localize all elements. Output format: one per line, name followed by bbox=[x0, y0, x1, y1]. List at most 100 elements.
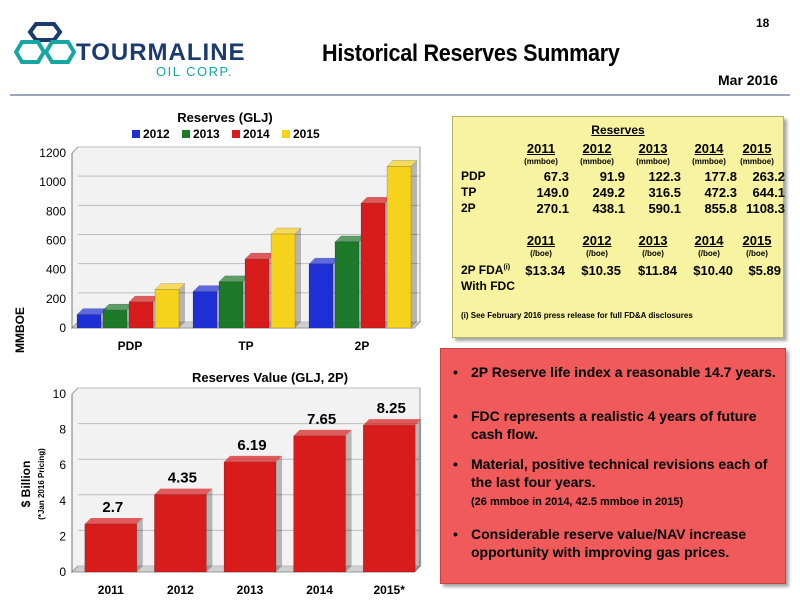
table-cell: 855.8 bbox=[704, 201, 737, 216]
value-bar bbox=[223, 455, 282, 573]
table-fda-year-header: 2011 bbox=[526, 233, 556, 248]
table-year-header: 2014 bbox=[694, 141, 724, 156]
table-cell: 438.1 bbox=[592, 201, 625, 216]
fda-label: 2P FDA(i) bbox=[461, 263, 511, 277]
table-row-label: PDP bbox=[461, 169, 486, 183]
table-unit: (mmboe) bbox=[580, 157, 614, 166]
reserves-y-tick-label: 800 bbox=[46, 204, 66, 218]
reserves-x-tick-label: TP bbox=[238, 339, 253, 353]
table-year-header: 2013 bbox=[638, 141, 668, 156]
reserves-chart-bars bbox=[76, 160, 418, 329]
value-chart-x-labels: 2011 2012 2013 2014 2015* bbox=[98, 583, 405, 597]
value-data-label: 7.65 bbox=[307, 411, 336, 428]
table-fda-unit: (/boe) bbox=[746, 249, 768, 258]
reserves-bar bbox=[244, 252, 276, 329]
table-fda-year-header: 2013 bbox=[638, 233, 668, 248]
table-fda-year-header: 2012 bbox=[582, 233, 612, 248]
tourmaline-logo: TOURMALINE OIL CORP. bbox=[14, 22, 246, 79]
value-data-label: 2.7 bbox=[102, 499, 123, 516]
value-data-label: 4.35 bbox=[168, 470, 197, 487]
logo-sub: OIL CORP. bbox=[156, 64, 233, 79]
table-footnote: (i) See February 2016 press release for … bbox=[461, 311, 693, 320]
bullet-dot-icon: • bbox=[453, 526, 458, 542]
header-divider bbox=[10, 94, 790, 96]
page-title: Historical Reserves Summary bbox=[322, 40, 620, 67]
bullet-dot-icon: • bbox=[453, 408, 458, 424]
value-x-tick-label: 2011 bbox=[98, 583, 124, 597]
value-data-label: 6.19 bbox=[237, 437, 266, 454]
page-number: 18 bbox=[756, 16, 770, 30]
table-fda-cell: $11.84 bbox=[637, 263, 677, 278]
value-y-tick-label: 10 bbox=[53, 387, 67, 401]
value-x-tick-label: 2015* bbox=[374, 583, 406, 597]
table-row-label: 2P bbox=[461, 201, 476, 215]
table-year-header: 2012 bbox=[582, 141, 612, 156]
reserves-bar bbox=[360, 196, 392, 329]
table-unit: (mmboe) bbox=[636, 157, 670, 166]
table-cell: 263.2 bbox=[752, 169, 785, 184]
reserves-x-tick-label: 2P bbox=[355, 339, 370, 353]
bullet-text: Considerable reserve value/NAV increase … bbox=[471, 526, 747, 560]
value-data-label: 8.25 bbox=[377, 400, 406, 417]
reserves-chart-title: Reserves (GLJ) bbox=[177, 110, 272, 125]
table-cell: 590.1 bbox=[648, 201, 681, 216]
bullet-dot-icon: • bbox=[453, 456, 458, 472]
table-cell: 122.3 bbox=[648, 169, 681, 184]
reserves-bar bbox=[270, 227, 302, 329]
reserves-legend-swatch bbox=[232, 130, 240, 138]
table-fda-unit: (/boe) bbox=[586, 249, 608, 258]
table-fda-cell: $13.34 bbox=[525, 263, 565, 278]
fda-label-2: With FDC bbox=[461, 279, 515, 293]
value-y-axis-label: $ Billion bbox=[19, 461, 33, 508]
reserves-legend-swatch bbox=[282, 130, 290, 138]
date-label: Mar 2016 bbox=[718, 72, 778, 88]
reserves-bar bbox=[128, 295, 160, 329]
reserves-y-tick-label: 600 bbox=[46, 234, 66, 248]
table-cell: 472.3 bbox=[704, 185, 737, 200]
bullet-text: Material, positive technical revisions e… bbox=[471, 455, 783, 511]
reserves-legend-label: 2014 bbox=[243, 127, 270, 141]
value-chart-bars: 2.7 4.35 6.19 7.65 8.25 bbox=[84, 400, 422, 573]
reserves-y-tick-label: 0 bbox=[59, 321, 66, 335]
reserves-chart-legend: 2012 2013 2014 2015 bbox=[132, 127, 320, 141]
table-cell: 249.2 bbox=[592, 185, 625, 200]
reserves-table: Reserves 2011 (mmboe) 2011 (/boe) 2012 (mmboe… bbox=[452, 116, 785, 338]
table-fda-cell: $5.89 bbox=[748, 263, 781, 278]
value-x-tick-label: 2013 bbox=[237, 583, 264, 597]
reserves-bar bbox=[192, 285, 224, 329]
value-x-tick-label: 2014 bbox=[306, 583, 333, 597]
table-year-header: 2015 bbox=[742, 141, 772, 156]
table-cell: 177.8 bbox=[704, 169, 737, 184]
reserves-y-tick-label: 400 bbox=[46, 263, 66, 277]
hexagon-icon bbox=[14, 22, 77, 64]
table-cell: 1108.3 bbox=[745, 201, 785, 216]
value-bar bbox=[154, 488, 213, 573]
reserves-legend-label: 2015 bbox=[293, 127, 320, 141]
reserves-y-tick-label: 1200 bbox=[39, 146, 66, 160]
reserves-bar bbox=[102, 303, 134, 329]
table-cell: 67.3 bbox=[543, 169, 569, 184]
table-unit: (mmboe) bbox=[692, 157, 726, 166]
reserves-value-bar-chart: Reserves Value (GLJ, 2P) $ Billion (*Jan… bbox=[19, 370, 422, 597]
table-unit: (mmboe) bbox=[524, 157, 558, 166]
reserves-bar bbox=[308, 257, 340, 329]
reserves-chart-x-labels: PDP TP 2P bbox=[118, 339, 370, 353]
table-fda-year-header: 2014 bbox=[694, 233, 724, 248]
value-bar bbox=[293, 429, 352, 573]
table-row-label: TP bbox=[461, 185, 477, 199]
highlights-box: • 2P Reserve life index a reasonable 14.7… bbox=[440, 348, 786, 584]
value-y-tick-label: 8 bbox=[59, 423, 66, 437]
table-cell: 149.0 bbox=[536, 185, 569, 200]
table-unit: (mmboe) bbox=[740, 157, 774, 166]
logo-name: TOURMALINE bbox=[76, 39, 246, 66]
value-y-tick-label: 0 bbox=[59, 565, 66, 579]
reserves-bar bbox=[386, 160, 418, 329]
table-fda-cell: $10.35 bbox=[581, 263, 621, 278]
reserves-x-tick-label: PDP bbox=[118, 339, 143, 353]
reserves-bar bbox=[334, 235, 366, 329]
value-y-tick-label: 2 bbox=[59, 529, 66, 543]
table-year-header: 2011 bbox=[526, 141, 556, 156]
table-fda-unit: (/boe) bbox=[530, 249, 552, 258]
reserves-legend-label: 2012 bbox=[143, 127, 170, 141]
reserves-bar bbox=[154, 283, 186, 329]
